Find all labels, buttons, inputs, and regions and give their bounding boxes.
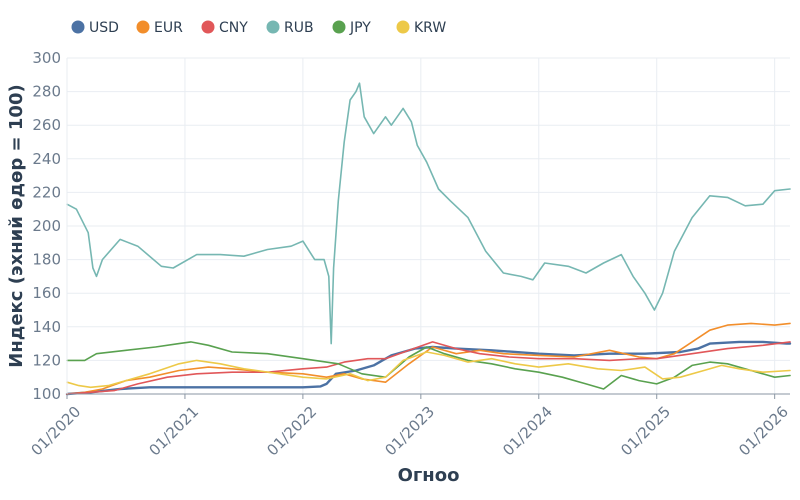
y-axis-ticks: 100 120 140 160 180 200 220 240 260 280 300 <box>32 49 61 403</box>
y-tick-label: 260 <box>32 116 61 134</box>
x-tick-label: 01/2021 <box>145 403 202 460</box>
y-tick-label: 160 <box>32 284 61 302</box>
series-line-jpy <box>66 341 791 390</box>
legend-swatch-jpy <box>332 20 346 34</box>
legend-swatch-usd <box>71 20 85 34</box>
series-line-krw <box>66 351 791 389</box>
x-tick-label: 01/2025 <box>617 403 674 460</box>
x-tick-label: 01/2020 <box>28 403 85 460</box>
legend-swatch-cny <box>201 20 215 34</box>
y-tick-label: 280 <box>32 83 61 101</box>
y-tick-label: 300 <box>32 49 61 67</box>
y-tick-label: 240 <box>32 150 61 168</box>
x-tick-label: 01/2023 <box>381 403 438 460</box>
legend-swatch-rub <box>266 20 280 34</box>
x-axis-title: Огноо <box>398 465 460 486</box>
legend-label-cny: CNY <box>219 20 248 36</box>
series-group <box>65 82 792 396</box>
y-tick-label: 100 <box>32 385 61 403</box>
legend-label-rub: RUB <box>284 20 314 36</box>
legend-label-usd: USD <box>89 20 119 36</box>
legend-swatch-eur <box>136 20 150 34</box>
y-tick-label: 180 <box>32 251 61 269</box>
y-tick-label: 140 <box>32 318 61 336</box>
legend-label-krw: KRW <box>414 20 446 36</box>
x-axis-ticks: 01/2020 01/2021 01/2022 01/2023 01/2024 01/20… <box>28 394 792 459</box>
y-axis-title: Индекс (эхний өдөр = 100) <box>6 84 27 367</box>
series-line-eur <box>66 322 791 395</box>
legend-label-eur: EUR <box>154 20 183 36</box>
y-tick-label: 220 <box>32 183 61 201</box>
legend-swatch-krw <box>396 20 410 34</box>
y-tick-label: 200 <box>32 217 61 235</box>
series-line-cny <box>66 341 791 395</box>
y-tick-label: 120 <box>32 351 61 369</box>
legend: USD EUR CNY RUB JPY KRW <box>71 20 446 36</box>
x-tick-label: 01/2022 <box>263 403 320 460</box>
legend-label-jpy: JPY <box>349 20 371 36</box>
series-line-rub <box>66 82 791 345</box>
x-tick-label: 01/2024 <box>499 403 556 460</box>
x-tick-label: 01/2026 <box>735 403 792 460</box>
